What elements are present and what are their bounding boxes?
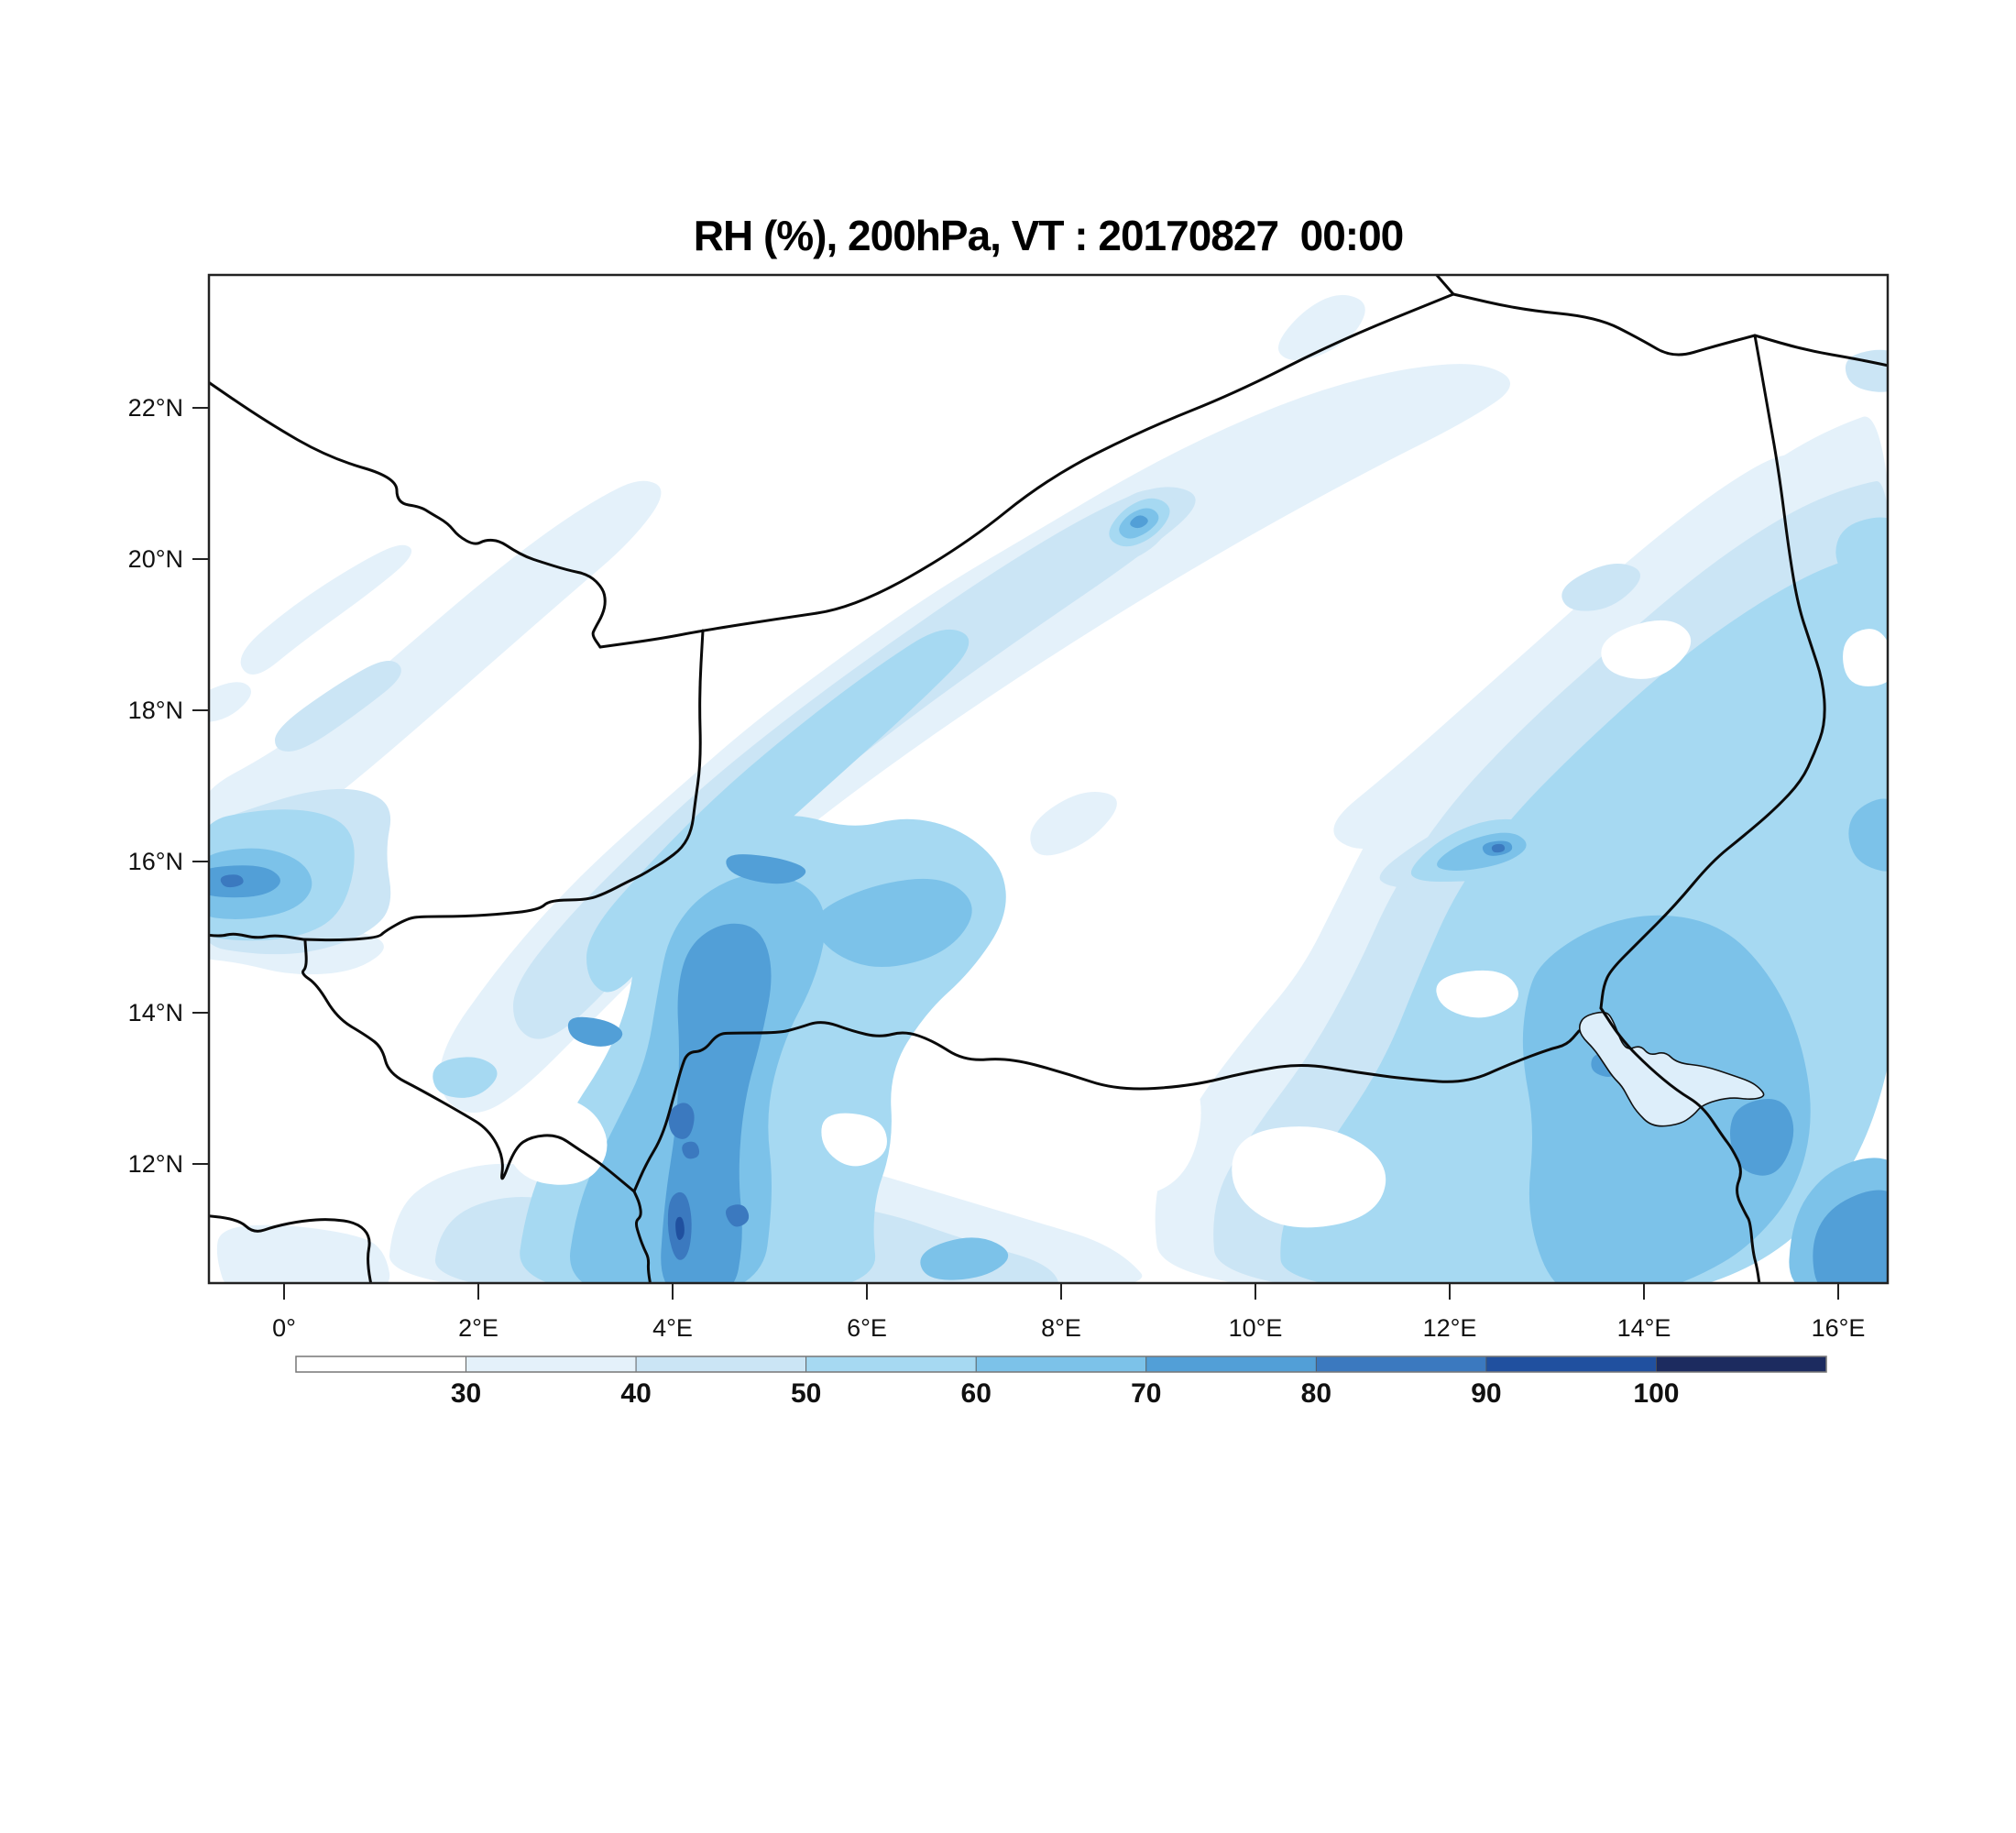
colorbar-segment [1145,1356,1317,1373]
rh-contour-fill-level-6 [726,1204,750,1227]
rh-contour-fill-level-0 [821,1113,887,1167]
rh-contour-fill-level-4 [892,902,923,925]
rh-contour-fill-level-4 [1848,798,1888,872]
x-tick-label: 4°E [652,1314,693,1342]
chad-nigeria-border [1599,1006,1761,1283]
colorbar-segment [1485,1356,1657,1373]
rh-contour-fill-level-6 [682,1141,700,1159]
borders-group [209,275,1888,1283]
rh-contour-fill-level-6 [668,1103,695,1139]
chart-title: RH (%), 200hPa, VT : 20170827 00:00 [693,212,1405,259]
rh-contour-fill-level-1 [440,364,1510,1113]
x-tick-label: 2°E [458,1314,499,1342]
rh-contour-fill-level-0 [992,1028,1201,1197]
rh-contour-fill-level-3 [1835,517,1888,588]
y-tick-label: 20°N [128,545,183,573]
x-tick-label: 14°E [1617,1314,1671,1342]
rh-contour-fill-level-1 [209,682,251,722]
rh-contour-fill-level-5 [1130,515,1148,529]
lake-chad-outline [1578,1011,1765,1127]
colorbar-label: 90 [1471,1378,1501,1409]
rh-contour-fill-level-1 [240,544,412,675]
rh-contour-fill-level-4 [815,878,972,967]
colorbar-segment [1656,1356,1827,1373]
colorbar-outline [295,1356,1827,1373]
benin-nigeria-border [632,1190,652,1283]
x-tick-label: 0° [272,1314,296,1342]
colorbar-label: 50 [791,1378,821,1409]
colorbar-label: 100 [1633,1378,1679,1409]
burkina-benin-niger-border [301,939,636,1193]
x-tick-label: 12°E [1423,1314,1477,1342]
rh-contour-fill-level-5 [726,854,806,884]
libya-chad-border [1753,334,1888,368]
colorbar-segment [805,1356,977,1373]
x-tick-label: 8°E [1041,1314,1081,1342]
rh-contour-fill-level-2 [275,661,401,752]
x-tick-label: 6°E [847,1314,887,1342]
rh-contour-fill-level-1 [209,480,662,867]
rh-contour-fill-level-6 [220,874,244,888]
niger-chad-border [1599,334,1826,1010]
colorbar: 30 40 50 60 70 80 90 100 [295,1356,1827,1409]
colorbar-segment [1315,1356,1487,1373]
colorbar-segment [466,1356,637,1373]
niger-nigeria-border [632,1021,1581,1193]
y-tick-label: 18°N [128,697,183,724]
colorbar-segment [635,1356,807,1373]
colorbar-label: 70 [1131,1378,1161,1409]
algeria-libya-border [1434,275,1455,296]
rh-contour-fill-level-3 [433,1057,498,1098]
y-tick-label: 16°N [128,848,183,875]
x-tick-label: 10°E [1229,1314,1283,1342]
rh-contour-fill-level-2 [1561,564,1640,611]
mali-burkina-border [209,932,305,941]
rh-contour-fill-level-5 [209,865,280,898]
plot-frame [207,273,1890,1285]
rh-contour-fill-level-1 [1333,454,1813,849]
y-tick-label: 12°N [128,1150,183,1178]
rh-contour-fill-level-0 [1601,620,1692,679]
rh-contour-fill-level-0 [1436,970,1518,1018]
rh-contour-fill-level-5 [1730,1099,1794,1176]
rh-contour-fill-level-1 [1278,294,1365,361]
rh-contour-fill-level-6 [1491,843,1506,853]
rh-contour-fill-level-5 [567,1016,623,1047]
mali-algeria-border [209,380,607,649]
colorbar-label: 80 [1301,1378,1331,1409]
colorbar-label: 30 [451,1378,481,1409]
rh-contour-fill-level-1 [216,1224,390,1283]
rh-contour-fill-level-7 [675,1216,685,1240]
colorbar-segment [295,1356,466,1373]
rh-contour-fill-level-0 [1843,629,1888,686]
mali-niger-border [301,629,705,942]
y-tick-label: 14°N [128,999,183,1026]
burkina-south-border [209,1214,373,1283]
rh-contour-fill-level-4 [920,1237,1009,1280]
colorbar-label: 60 [961,1378,992,1409]
rh-contour-fill-level-0 [1232,1126,1386,1228]
algeria-niger-border [598,292,1455,649]
rh-field [209,294,1888,1283]
colorbar-label: 40 [620,1378,651,1409]
rh-contour-fill-level-5 [661,923,772,1283]
libya-niger-border [1452,292,1757,357]
colorbar-segment [975,1356,1147,1373]
x-tick-label: 16°E [1812,1314,1866,1342]
y-tick-label: 22°N [128,394,183,422]
rh-contour-fill-level-0 [503,1094,608,1185]
rh-contour-fill-level-1 [1030,792,1117,856]
rh-contour-fill-level-5 [1813,1190,1888,1283]
